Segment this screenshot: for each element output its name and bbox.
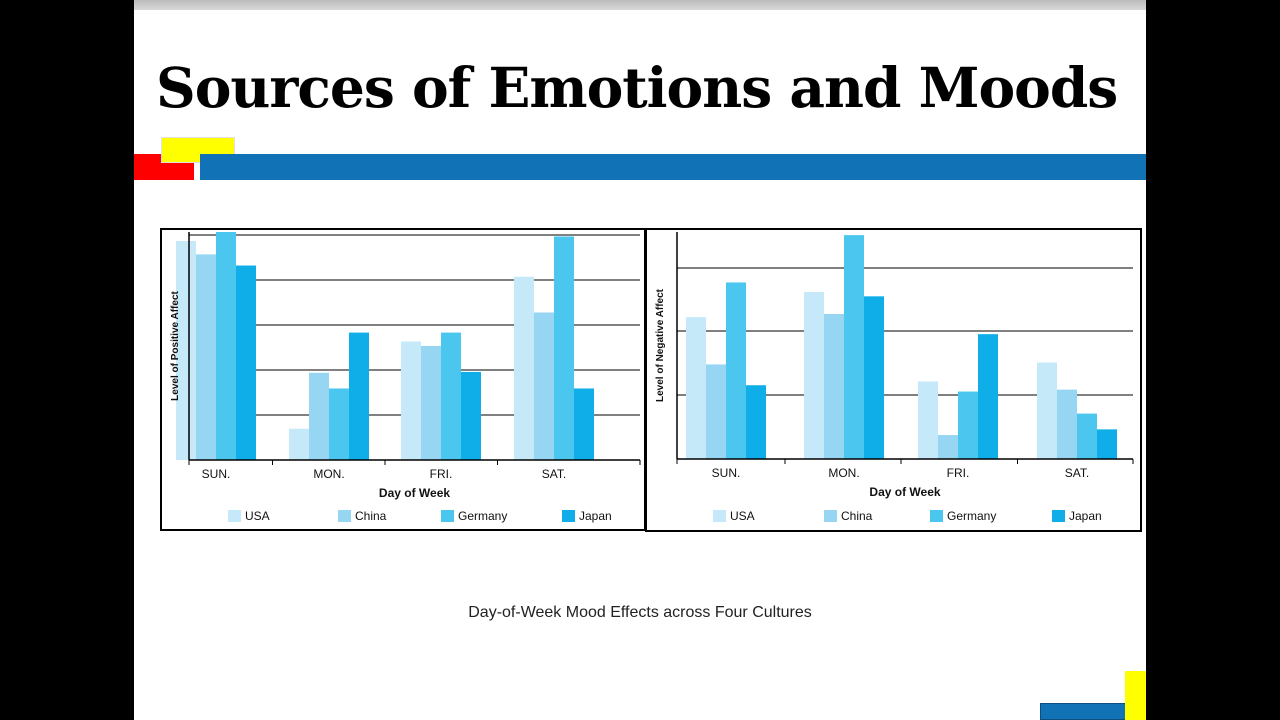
- positive-bar: [196, 254, 216, 460]
- positive-tick-label: SUN.: [202, 467, 231, 481]
- negative-legend-label: China: [841, 509, 873, 523]
- negative-y-axis-title: Level of Negative Affect: [655, 288, 666, 402]
- negative-legend-swatch: [713, 510, 726, 522]
- positive-bar: [534, 312, 554, 460]
- slide: Sources of Emotions and Moods SUN. MON. FR…: [134, 0, 1146, 720]
- positive-bar: [421, 346, 441, 460]
- negative-legend-label: Germany: [947, 509, 996, 523]
- positive-bar: [349, 332, 369, 460]
- negative-affect-chart: SUN. MON. FRI. SAT. Day of Week Level of Nega…: [645, 228, 1142, 532]
- negative-legend-label: USA: [730, 509, 755, 523]
- positive-legend-label: China: [355, 509, 387, 523]
- negative-bar: [1057, 389, 1077, 459]
- negative-bar: [1097, 429, 1117, 459]
- positive-legend-swatch: [441, 510, 454, 522]
- top-strip: [134, 0, 1146, 10]
- positive-legend-swatch: [228, 510, 241, 522]
- accent-bar-blue: [200, 154, 1146, 180]
- negative-bar: [958, 391, 978, 459]
- corner-deco-blue: [1040, 703, 1126, 720]
- positive-legend-label: USA: [245, 509, 270, 523]
- positive-y-axis-title: Level of Positive Affect: [170, 291, 181, 401]
- positive-bar: [441, 332, 461, 460]
- negative-bar: [864, 296, 884, 459]
- negative-legend-swatch: [930, 510, 943, 522]
- negative-bar: [918, 381, 938, 459]
- negative-legend-label: Japan: [1069, 509, 1102, 523]
- negative-tick-label: SAT.: [1065, 466, 1089, 480]
- negative-affect-chart-svg: SUN. MON. FRI. SAT. Day of Week Level of Nega…: [655, 232, 1134, 523]
- positive-bar: [216, 232, 236, 460]
- positive-bar: [554, 236, 574, 460]
- positive-tick-label: FRI.: [430, 467, 453, 481]
- positive-bar: [176, 240, 196, 460]
- positive-legend-swatch: [562, 510, 575, 522]
- positive-bar: [309, 372, 329, 460]
- negative-bar: [844, 235, 864, 459]
- positive-bar: [329, 388, 349, 460]
- negative-legend-swatch: [1052, 510, 1065, 522]
- positive-legend-swatch: [338, 510, 351, 522]
- negative-bar: [978, 334, 998, 459]
- positive-x-axis-title: Day of Week: [379, 486, 450, 500]
- positive-bar: [289, 428, 309, 460]
- positive-tick-label: MON.: [313, 467, 344, 481]
- chart-caption: Day-of-Week Mood Effects across Four Cul…: [468, 604, 812, 621]
- positive-bar: [461, 371, 481, 460]
- positive-legend-label: Germany: [458, 509, 507, 523]
- negative-bar: [746, 385, 766, 459]
- negative-bar: [1077, 413, 1097, 459]
- positive-tick-label: SAT.: [542, 467, 566, 481]
- positive-affect-chart: SUN. MON. FRI. SAT. Day of Week Level of Posi…: [160, 228, 646, 531]
- positive-bar: [401, 341, 421, 460]
- negative-legend-swatch: [824, 510, 837, 522]
- negative-tick-label: MON.: [828, 466, 859, 480]
- negative-bar: [726, 282, 746, 459]
- negative-x-axis-title: Day of Week: [869, 485, 940, 499]
- positive-bar: [574, 388, 594, 460]
- positive-bar: [236, 265, 256, 460]
- negative-bar: [824, 313, 844, 459]
- negative-tick-label: SUN.: [712, 466, 741, 480]
- negative-tick-label: FRI.: [947, 466, 970, 480]
- positive-bar: [514, 276, 534, 460]
- negative-bar: [1037, 362, 1057, 459]
- negative-bar: [938, 435, 958, 459]
- negative-bar: [686, 317, 706, 459]
- corner-deco-yellow: [1125, 671, 1146, 720]
- positive-legend-label: Japan: [579, 509, 612, 523]
- negative-bar: [804, 291, 824, 459]
- positive-affect-chart-svg: SUN. MON. FRI. SAT. Day of Week Level of Posi…: [170, 232, 641, 523]
- negative-bar: [706, 364, 726, 459]
- slide-title: Sources of Emotions and Moods: [156, 55, 1118, 120]
